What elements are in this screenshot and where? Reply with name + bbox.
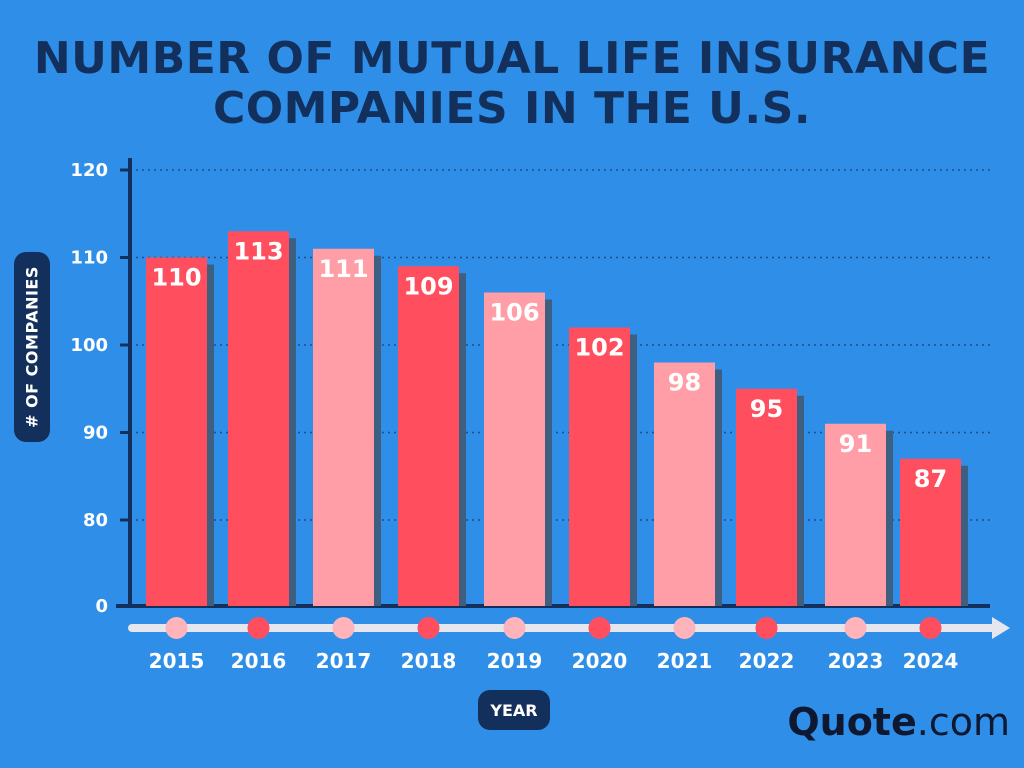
bar xyxy=(398,266,459,606)
bar-value-label: 91 xyxy=(839,430,872,458)
chart-title: NUMBER OF MUTUAL LIFE INSURANCE COMPANIE… xyxy=(0,34,1024,134)
bar-value-label: 87 xyxy=(914,465,947,493)
timeline-dot xyxy=(332,617,355,639)
timeline-dot xyxy=(844,617,867,639)
bar-value-label: 106 xyxy=(489,299,539,327)
y-tick-label: 0 xyxy=(95,596,108,617)
bar xyxy=(313,248,374,606)
x-tick-label: 2020 xyxy=(572,649,628,673)
bar-value-label: 110 xyxy=(151,264,201,292)
y-tick-label: 80 xyxy=(83,510,108,531)
bar xyxy=(736,388,797,606)
y-axis-label-badge xyxy=(14,252,50,442)
timeline-arrowhead xyxy=(992,617,1010,639)
y-axis-label: # OF COMPANIES xyxy=(22,266,42,428)
x-tick-label: 2023 xyxy=(828,649,884,673)
x-tick-label: 2021 xyxy=(657,649,713,673)
bar-value-label: 102 xyxy=(574,334,624,362)
bar xyxy=(569,327,630,606)
x-tick-label: 2016 xyxy=(231,649,287,673)
x-tick-label: 2022 xyxy=(739,649,795,673)
y-tick-label: 120 xyxy=(70,160,108,181)
timeline-dot xyxy=(247,617,270,639)
bar xyxy=(825,423,886,606)
bar xyxy=(228,231,289,606)
bar xyxy=(146,257,207,606)
chart-title-line-1: NUMBER OF MUTUAL LIFE INSURANCE xyxy=(33,33,991,84)
timeline-dot xyxy=(673,617,696,639)
timeline-dot xyxy=(588,617,611,639)
bar xyxy=(900,458,961,606)
timeline-dot xyxy=(919,617,942,639)
y-tick-label: 110 xyxy=(70,248,108,269)
timeline-dot xyxy=(165,617,188,639)
x-tick-label: 2015 xyxy=(149,649,205,673)
bar-value-label: 113 xyxy=(233,237,283,265)
bar xyxy=(654,362,715,606)
timeline-dot xyxy=(755,617,778,639)
brand-logo: Quote.com xyxy=(787,700,1010,744)
y-tick-label: 100 xyxy=(70,335,108,356)
x-axis-label-badge: YEAR xyxy=(478,690,550,730)
x-tick-label: 2018 xyxy=(401,649,457,673)
bar-value-label: 109 xyxy=(403,272,453,300)
x-tick-label: 2024 xyxy=(903,649,959,673)
timeline-dot xyxy=(503,617,526,639)
x-axis-label: YEAR xyxy=(490,700,538,720)
bar-value-label: 95 xyxy=(750,395,783,423)
bar xyxy=(484,292,545,606)
x-tick-label: 2019 xyxy=(487,649,543,673)
chart-title-line-2: COMPANIES IN THE U.S. xyxy=(212,83,812,134)
brand-logo-bold: Quote xyxy=(787,700,917,744)
bar-value-label: 111 xyxy=(318,255,368,283)
brand-logo-suffix: .com xyxy=(916,700,1010,744)
x-tick-label: 2017 xyxy=(316,649,372,673)
bar-value-label: 98 xyxy=(668,369,701,397)
timeline-dot xyxy=(417,617,440,639)
y-tick-label: 90 xyxy=(83,423,108,444)
